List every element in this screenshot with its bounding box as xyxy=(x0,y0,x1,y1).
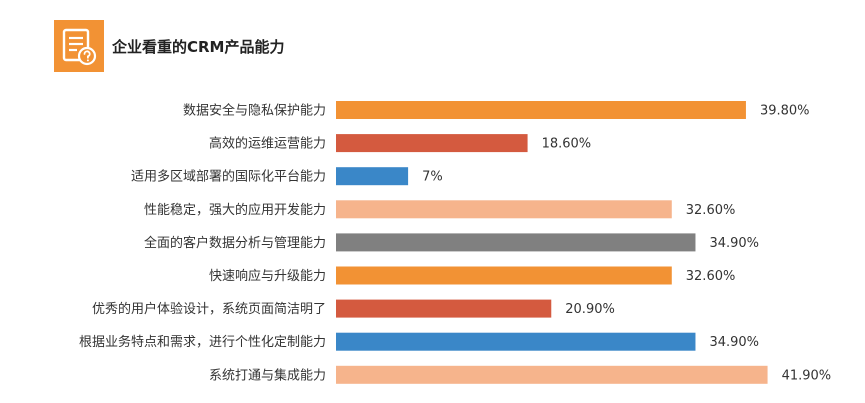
bar xyxy=(336,233,696,252)
category-label: 数据安全与隐私保护能力 xyxy=(183,103,326,119)
category-label: 快速响应与升级能力 xyxy=(209,268,326,284)
category-label: 性能稳定，强大的应用开发能力 xyxy=(144,202,326,218)
bar xyxy=(336,332,696,351)
bar xyxy=(336,134,528,153)
value-label: 32.60% xyxy=(686,203,736,218)
bar xyxy=(336,101,746,119)
value-label: 7% xyxy=(422,170,443,185)
bar xyxy=(336,365,768,384)
category-label: 适用多区域部署的国际化平台能力 xyxy=(131,169,326,185)
value-label: 34.90% xyxy=(709,236,759,251)
value-label: 39.80% xyxy=(760,104,810,119)
category-label: 系统打通与集成能力 xyxy=(209,367,326,383)
category-label: 高效的运维运营能力 xyxy=(209,136,326,152)
value-label: 20.90% xyxy=(565,302,615,317)
value-label: 18.60% xyxy=(542,137,592,152)
bar xyxy=(336,299,552,318)
category-label: 优秀的用户体验设计，系统页面简洁明了 xyxy=(92,301,326,317)
chart-title: 企业看重的CRM产品能力 xyxy=(112,38,285,56)
category-label: 根据业务特点和需求，进行个性化定制能力 xyxy=(79,334,326,350)
bar xyxy=(336,167,409,186)
document-question-icon xyxy=(54,20,104,72)
value-label: 34.90% xyxy=(709,335,759,350)
bar xyxy=(336,266,672,285)
bar xyxy=(336,200,672,219)
value-label: 32.60% xyxy=(686,269,736,284)
category-label: 全面的客户数据分析与管理能力 xyxy=(144,235,326,251)
value-label: 41.90% xyxy=(782,368,832,383)
